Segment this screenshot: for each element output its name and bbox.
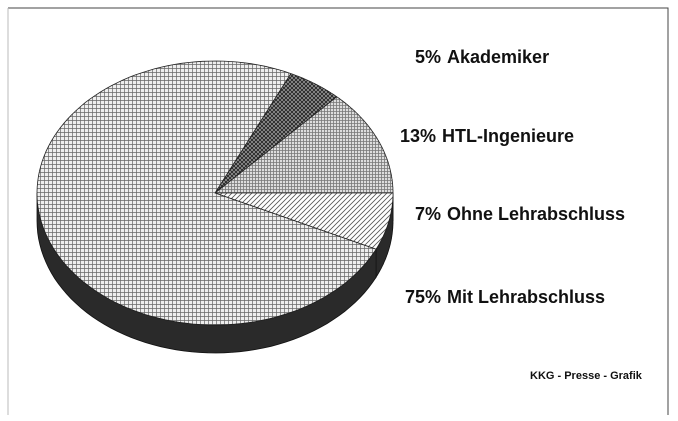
slice-percent: 13% [400,126,436,146]
slice-percent: 75% [405,287,441,307]
frame [8,7,669,415]
pie-slice [214,192,394,250]
slice-label: 13% HTL-Ingenieure [400,126,574,146]
pie-slice [214,73,338,194]
pie [36,60,394,354]
slice-label: 5% Akademiker [415,47,549,67]
slice-label: 7% Ohne Lehrabschluss [415,204,625,224]
pie-slice [213,96,394,194]
slice-label: 75% Mit Lehrabschluss [405,287,605,307]
slice-category: Mit Lehrabschluss [447,287,605,307]
pie-slice [36,60,377,326]
slice-category: HTL-Ingenieure [442,126,574,146]
slice-percent: 5% [415,47,441,67]
slice-percent: 7% [415,204,441,224]
slice-category: Ohne Lehrabschluss [447,204,625,224]
source-note: KKG - Presse - Grafik [530,370,643,382]
slice-category: Akademiker [447,47,549,67]
